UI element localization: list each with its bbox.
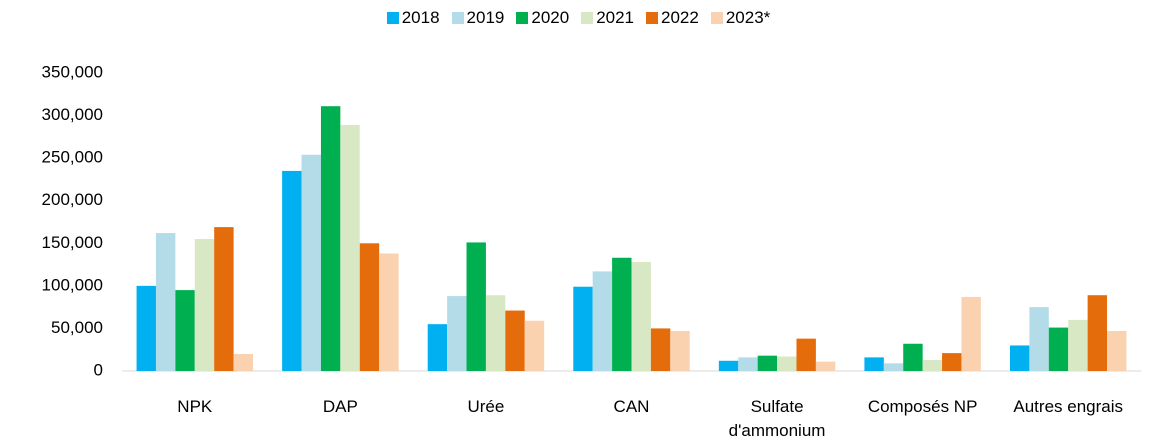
bar bbox=[359, 243, 380, 371]
legend-label: 2021 bbox=[596, 8, 635, 27]
bar bbox=[738, 357, 758, 371]
y-tick-label: 350,000 bbox=[42, 62, 103, 81]
bar bbox=[524, 320, 545, 371]
bar bbox=[864, 357, 884, 371]
bar bbox=[777, 356, 797, 371]
legend-item: 2019 bbox=[451, 8, 505, 28]
bar bbox=[670, 330, 690, 371]
bar bbox=[505, 310, 525, 371]
bar bbox=[631, 262, 651, 371]
bar bbox=[485, 295, 506, 371]
bar bbox=[961, 296, 981, 371]
bar bbox=[883, 363, 904, 371]
bar bbox=[757, 355, 778, 371]
bar bbox=[233, 353, 254, 371]
legend-swatch bbox=[710, 12, 723, 24]
bar bbox=[650, 328, 671, 371]
legend-item: 2020 bbox=[516, 8, 569, 28]
bar bbox=[136, 285, 156, 371]
legend-item: 2022 bbox=[646, 8, 699, 28]
bar bbox=[194, 239, 215, 371]
bar bbox=[175, 290, 195, 371]
bar bbox=[155, 233, 176, 371]
x-tick-label: NPK bbox=[177, 397, 213, 416]
x-tick-label: CAN bbox=[613, 397, 650, 416]
y-tick-label: 150,000 bbox=[42, 233, 103, 252]
bar bbox=[592, 271, 613, 371]
x-tick-label: Urée bbox=[467, 397, 505, 416]
legend-swatch bbox=[646, 12, 659, 24]
bar bbox=[1107, 330, 1127, 371]
bar bbox=[573, 286, 593, 371]
legend-label: 2022 bbox=[661, 8, 699, 27]
bar bbox=[612, 257, 632, 371]
bar bbox=[1048, 327, 1069, 371]
bar bbox=[214, 227, 234, 371]
bar bbox=[282, 170, 302, 371]
legend-label: 2018 bbox=[401, 8, 440, 27]
legend: 2018 2019 2020 2021 2022 2023* bbox=[0, 8, 1157, 28]
bar bbox=[301, 154, 321, 371]
bar bbox=[815, 361, 836, 371]
bar bbox=[447, 296, 467, 371]
bar bbox=[466, 242, 486, 371]
y-tick-label: 250,000 bbox=[42, 148, 103, 167]
legend-swatch bbox=[451, 12, 464, 24]
legend-swatch bbox=[386, 12, 399, 24]
legend-label: 2019 bbox=[466, 8, 505, 27]
legend-item: 2018 bbox=[386, 8, 440, 28]
x-tick-label: Sulfate d'ammonium bbox=[728, 397, 826, 440]
y-tick-label: 0 bbox=[94, 360, 103, 379]
bar bbox=[903, 343, 923, 371]
legend-item: 2023* bbox=[710, 8, 771, 28]
bar bbox=[1009, 345, 1030, 371]
bar bbox=[379, 253, 399, 371]
x-tick-label: Composés NP bbox=[867, 397, 978, 416]
bar bbox=[922, 359, 943, 371]
legend-swatch bbox=[581, 12, 594, 24]
legend-label: 2023* bbox=[725, 8, 771, 27]
legend-swatch bbox=[516, 12, 529, 24]
bar bbox=[718, 360, 739, 371]
bar bbox=[1087, 295, 1108, 371]
bar bbox=[340, 124, 360, 372]
y-tick-label: 100,000 bbox=[42, 275, 103, 294]
y-tick-label: 50,000 bbox=[51, 318, 103, 337]
bar bbox=[1029, 307, 1049, 371]
bar bbox=[320, 106, 341, 371]
y-tick-label: 200,000 bbox=[42, 190, 103, 209]
x-tick-label: Autres engrais bbox=[1013, 397, 1124, 416]
legend-label: 2020 bbox=[531, 8, 570, 27]
bar bbox=[427, 324, 448, 371]
legend-item: 2021 bbox=[581, 8, 634, 28]
bar bbox=[1068, 319, 1088, 371]
bar bbox=[942, 353, 962, 371]
x-tick-label: DAP bbox=[322, 397, 358, 416]
y-tick-label: 300,000 bbox=[42, 105, 103, 124]
bar bbox=[796, 338, 816, 371]
